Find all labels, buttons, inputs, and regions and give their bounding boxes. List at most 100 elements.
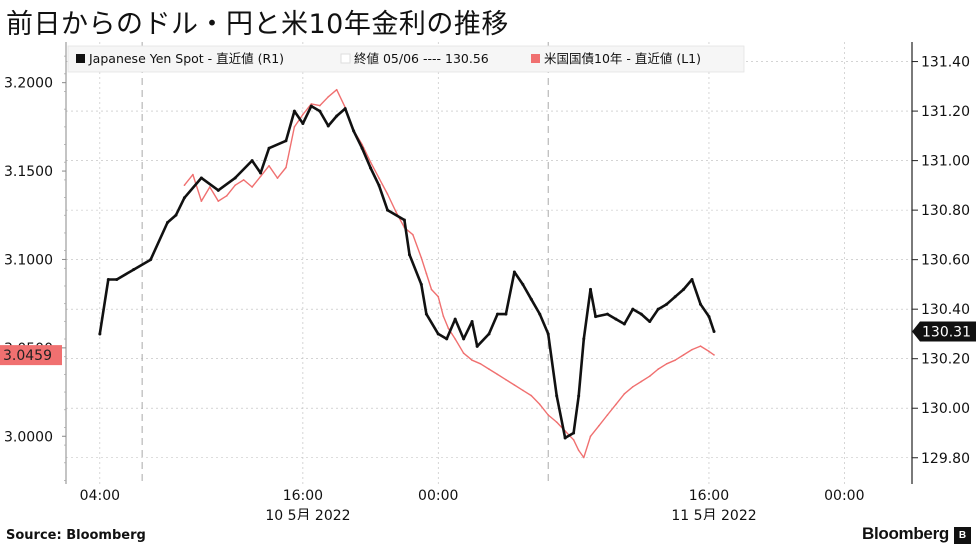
yen-data-point: [656, 307, 660, 311]
yen-data-point: [377, 183, 381, 187]
yen-data-point: [424, 312, 428, 316]
yen-data-point: [166, 221, 170, 225]
chart-svg: Japanese Yen Spot - 直近値 (R1) 終値 05/06 ---…: [0, 42, 976, 520]
yield-series: [183, 88, 715, 459]
yen-data-point: [453, 317, 457, 321]
yield-data-point: [378, 177, 380, 179]
gridlines: [66, 42, 912, 484]
yield-data-point: [209, 186, 211, 188]
yen-data-point: [216, 188, 220, 192]
legend-background: [67, 45, 745, 73]
yen-data-point: [301, 121, 305, 125]
yield-data-point: [293, 126, 296, 128]
yen-data-point: [712, 329, 716, 333]
yield-data-point: [648, 375, 651, 377]
bloomberg-mark-icon: B: [954, 527, 971, 544]
yen-data-point: [690, 277, 694, 281]
legend-item-label: 終値 05/06 ---- 130.56: [354, 51, 489, 66]
yield-data-point: [442, 315, 445, 317]
yield-data-point: [555, 421, 558, 423]
yield-data-point: [582, 456, 585, 459]
yield-data-point: [425, 272, 428, 275]
yen-data-point: [407, 253, 411, 257]
yen-data-point: [309, 104, 313, 108]
white-square-icon: [340, 53, 351, 64]
yen-data-point: [318, 109, 322, 113]
yen-data-point: [360, 146, 364, 150]
last-value-badges: 3.0459 130.31: [0, 321, 976, 366]
yen-data-point: [504, 312, 508, 316]
yen-data-point: [174, 213, 178, 217]
legend-item-label: 米国国債10年 - 直近値 (L1): [544, 51, 701, 66]
yen-data-point: [605, 312, 609, 316]
bloomberg-logo: Bloomberg: [861, 524, 949, 543]
yield-last-value-label: 3.0459: [3, 348, 52, 364]
yield-data-point: [335, 88, 338, 91]
yen-data-point: [546, 332, 550, 336]
yen-data-point: [335, 114, 339, 118]
right-axis-tick-label: 131.40: [921, 55, 970, 71]
yen-last-value-label: 130.31: [922, 324, 971, 340]
right-axis-tick-label: 131.00: [921, 154, 970, 170]
yen-data-point: [594, 315, 598, 319]
red-square-icon: [531, 54, 540, 63]
yield-data-point: [640, 380, 643, 383]
yield-data-point: [327, 96, 330, 98]
yen-data-point: [385, 208, 389, 212]
right-axis-tick-label: 130.00: [921, 401, 970, 417]
left-axis-tick-label: 3.2000: [4, 76, 53, 92]
yen-data-point: [149, 258, 153, 262]
day-dividers: [141, 42, 549, 484]
yen-data-point: [445, 337, 449, 341]
yield-data-point: [276, 177, 279, 179]
x-axis-tick-label: 00:00: [824, 488, 864, 504]
yen-data-point: [98, 332, 102, 336]
yen-data-point: [699, 302, 702, 306]
yen-data-point: [267, 146, 271, 150]
yield-data-point: [665, 362, 668, 365]
yield-data-point: [471, 359, 473, 362]
yen-data-point: [614, 317, 618, 321]
yield-data-point: [505, 378, 507, 381]
x-axis-date-label: 10 5月 2022: [265, 508, 350, 520]
yield-data-point: [538, 403, 541, 406]
yen-data-point: [563, 436, 567, 440]
yen-series: [98, 104, 716, 440]
yield-data-point: [513, 384, 516, 386]
yen-series-line: [98, 104, 716, 440]
yield-data-point: [369, 161, 372, 164]
yield-data-point: [547, 414, 550, 416]
yen-data-point: [555, 394, 559, 398]
yield-data-point: [268, 164, 270, 167]
source-note: Source: Bloomberg: [6, 528, 146, 543]
yield-data-point: [412, 233, 414, 236]
left-axis-tick-label: 3.1500: [4, 164, 53, 180]
right-axis-tick-label: 130.40: [921, 302, 970, 318]
yield-data-point: [691, 348, 693, 351]
yield-data-point: [682, 354, 685, 356]
yen-data-point: [419, 282, 423, 286]
yield-data-point: [200, 200, 203, 202]
yield-data-point: [674, 359, 676, 362]
yield-data-point: [395, 210, 397, 213]
yen-data-point: [352, 129, 356, 133]
right-axis-tick-label: 131.20: [921, 104, 970, 120]
yen-data-point: [622, 322, 626, 326]
yen-data-point: [639, 312, 643, 316]
yen-data-point: [326, 124, 330, 128]
right-axis-tick-label: 130.20: [921, 352, 970, 368]
yield-data-point: [462, 352, 465, 354]
yield-data-point: [183, 184, 186, 187]
x-axis-tick-label: 16:00: [689, 488, 729, 504]
yen-data-point: [495, 312, 499, 316]
right-axis-tick-label: 130.80: [921, 203, 970, 219]
yield-data-point: [285, 166, 287, 169]
yen-data-point: [475, 344, 479, 348]
yen-data-point: [182, 196, 186, 200]
yield-data-point: [632, 385, 634, 388]
yield-data-point: [479, 362, 482, 365]
yield-data-point: [522, 389, 524, 392]
yield-data-point: [589, 435, 592, 438]
yen-data-point: [199, 176, 203, 180]
left-axis-tick-label: 3.1000: [4, 252, 53, 268]
